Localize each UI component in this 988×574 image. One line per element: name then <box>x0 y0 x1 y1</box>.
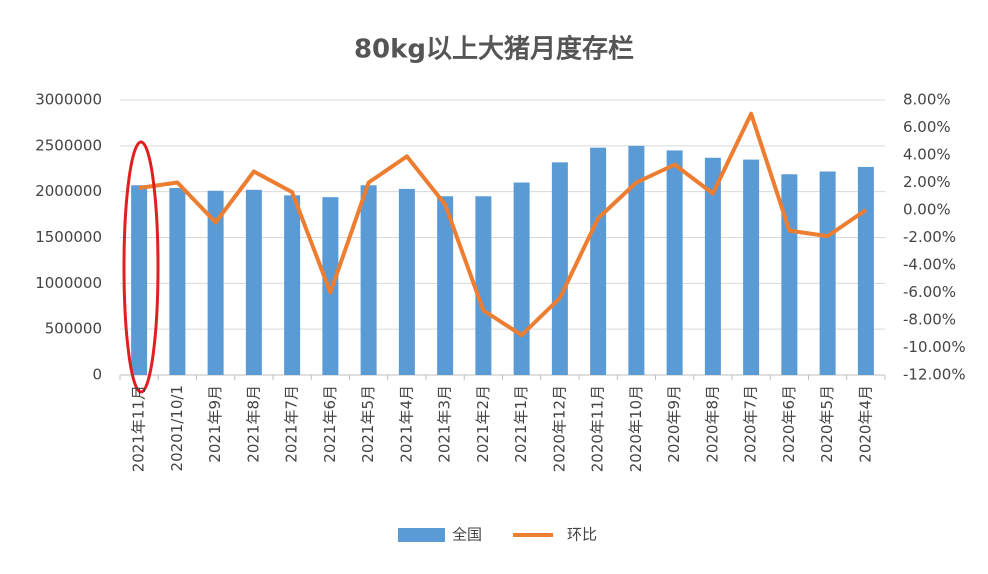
legend-label: 环比 <box>567 526 597 544</box>
bar <box>704 157 721 375</box>
y-tick-label: 2500000 <box>35 136 102 154</box>
y2-tick-label: 6.00% <box>903 118 951 136</box>
x-tick-label: 2020年11月 <box>589 385 607 472</box>
y2-tick-label: 8.00% <box>903 91 951 109</box>
bar <box>360 185 377 375</box>
bar <box>169 188 186 375</box>
bar <box>475 196 492 375</box>
bar <box>743 159 760 375</box>
x-tick-label: 2020年8月 <box>703 385 721 463</box>
x-tick-label: 2020年6月 <box>780 385 798 463</box>
y2-tick-label: 4.00% <box>903 146 951 164</box>
bar <box>819 171 836 375</box>
bar <box>398 188 415 375</box>
bar <box>513 182 530 375</box>
y2-tick-label: -2.00% <box>903 228 956 246</box>
x-tick-label: 2021年3月 <box>436 385 454 463</box>
bar <box>284 195 301 375</box>
bar <box>781 174 798 375</box>
y-tick-label: 2000000 <box>35 182 102 200</box>
x-tick-label: 2021年6月 <box>321 385 339 463</box>
bar <box>628 145 645 375</box>
y-tick-label: 1500000 <box>35 228 102 246</box>
y-tick-label: 0 <box>92 366 102 384</box>
x-tick-label: 2020年10月 <box>627 385 645 472</box>
bar <box>245 189 262 375</box>
x-tick-label: 2021年11月 <box>130 385 148 472</box>
y2-tick-label: -4.00% <box>903 256 956 274</box>
bar <box>590 147 607 375</box>
x-tick-label: 2021年1月 <box>512 385 530 463</box>
bar <box>857 166 874 375</box>
x-tick-label: 2021年7月 <box>283 385 301 463</box>
x-tick-label: 2021年5月 <box>359 385 377 463</box>
x-tick-label: 2021年9月 <box>206 385 224 463</box>
bar <box>322 197 339 375</box>
chart-title: 80kg以上大猪月度存栏 <box>354 34 634 65</box>
x-tick-label: 2021年2月 <box>474 385 492 463</box>
bar <box>666 150 683 375</box>
bar <box>131 185 148 375</box>
x-tick-label: 2020年9月 <box>665 385 683 463</box>
x-tick-label: 2020年7月 <box>742 385 760 463</box>
y2-tick-label: 0.00% <box>903 201 951 219</box>
line <box>138 111 868 338</box>
y2-tick-label: -6.00% <box>903 283 956 301</box>
legend-label: 全国 <box>452 526 482 544</box>
y-tick-label: 3000000 <box>35 91 102 109</box>
x-tick-label: 2020年4月 <box>856 385 874 463</box>
x-tick-label: 2020年12月 <box>550 385 568 472</box>
y2-tick-label: -8.00% <box>903 311 956 329</box>
y-tick-label: 500000 <box>45 320 102 338</box>
bar <box>551 162 568 375</box>
x-tick-label: 2021年8月 <box>244 385 262 463</box>
y-tick-label: 1000000 <box>35 274 102 292</box>
x-tick-label: 2020年5月 <box>818 385 836 463</box>
y2-tick-label: -10.00% <box>903 338 966 356</box>
bar <box>207 190 224 375</box>
x-tick-label: 20201/10/1 <box>168 385 186 471</box>
y2-tick-label: -12.00% <box>903 366 966 384</box>
bar <box>437 196 454 375</box>
highlight-ellipse <box>122 140 160 394</box>
x-tick-label: 2021年4月 <box>397 385 415 463</box>
y2-tick-label: 2.00% <box>903 173 951 191</box>
legend-swatch <box>398 528 445 542</box>
